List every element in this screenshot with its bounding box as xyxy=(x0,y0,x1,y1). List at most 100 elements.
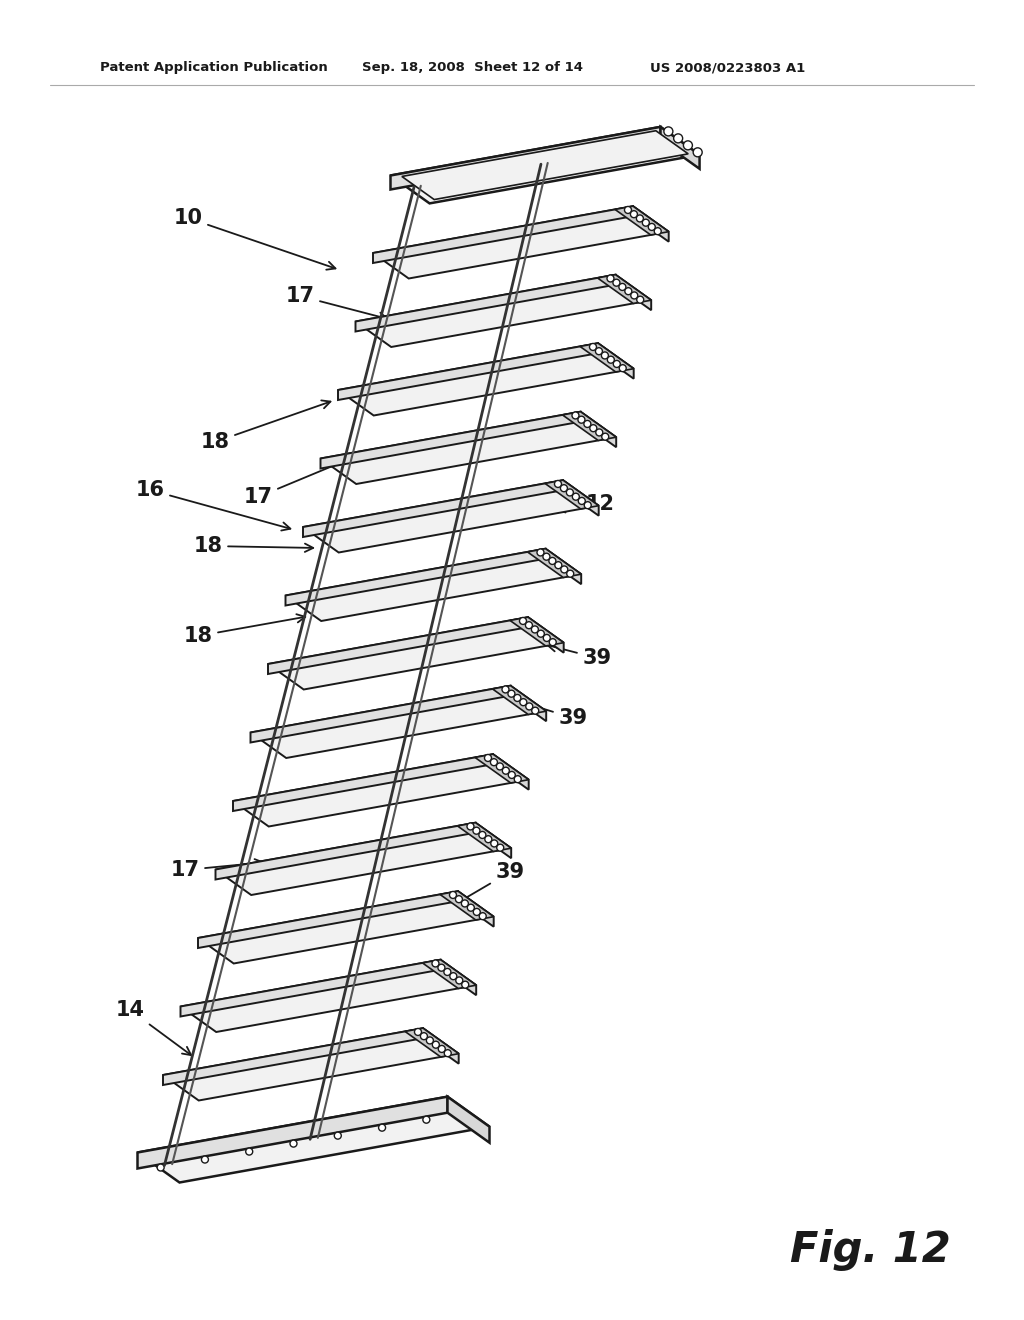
Polygon shape xyxy=(233,754,528,826)
Text: 17: 17 xyxy=(244,461,343,507)
Polygon shape xyxy=(581,412,616,447)
Circle shape xyxy=(613,280,620,286)
Polygon shape xyxy=(510,618,563,645)
Text: 17: 17 xyxy=(171,859,263,880)
Circle shape xyxy=(595,347,602,355)
Circle shape xyxy=(607,356,614,363)
Polygon shape xyxy=(598,343,634,379)
Circle shape xyxy=(618,284,626,290)
Circle shape xyxy=(683,141,692,150)
Circle shape xyxy=(484,836,492,842)
Polygon shape xyxy=(401,131,688,199)
Circle shape xyxy=(426,1038,433,1044)
Circle shape xyxy=(596,429,603,436)
Circle shape xyxy=(693,148,702,157)
Circle shape xyxy=(554,480,561,487)
Circle shape xyxy=(674,133,683,143)
Circle shape xyxy=(579,498,586,504)
Polygon shape xyxy=(251,685,546,758)
Text: 12: 12 xyxy=(557,494,614,513)
Circle shape xyxy=(473,908,480,916)
Text: 17: 17 xyxy=(286,286,387,321)
Polygon shape xyxy=(493,685,546,714)
Circle shape xyxy=(525,704,532,710)
Circle shape xyxy=(514,694,521,701)
Circle shape xyxy=(519,618,526,624)
Polygon shape xyxy=(493,754,528,789)
Polygon shape xyxy=(580,343,634,372)
Polygon shape xyxy=(338,343,598,400)
Circle shape xyxy=(421,1032,427,1040)
Polygon shape xyxy=(406,1028,459,1057)
Circle shape xyxy=(462,900,468,907)
Circle shape xyxy=(613,360,621,367)
Polygon shape xyxy=(528,618,563,652)
Circle shape xyxy=(625,288,632,294)
Polygon shape xyxy=(198,891,458,948)
Polygon shape xyxy=(303,480,563,537)
Circle shape xyxy=(497,763,504,770)
Circle shape xyxy=(432,960,439,968)
Circle shape xyxy=(514,776,521,783)
Circle shape xyxy=(157,1164,164,1171)
Circle shape xyxy=(290,1140,297,1147)
Circle shape xyxy=(642,219,649,226)
Text: 16: 16 xyxy=(135,480,291,531)
Circle shape xyxy=(590,343,596,350)
Circle shape xyxy=(578,416,585,424)
Circle shape xyxy=(423,1117,430,1123)
Polygon shape xyxy=(163,1028,423,1085)
Polygon shape xyxy=(423,960,476,989)
Text: 39: 39 xyxy=(548,643,611,668)
Polygon shape xyxy=(390,127,660,190)
Polygon shape xyxy=(615,275,651,310)
Circle shape xyxy=(525,622,532,628)
Circle shape xyxy=(443,969,451,975)
Circle shape xyxy=(572,412,579,418)
Circle shape xyxy=(625,206,632,214)
Circle shape xyxy=(620,364,627,372)
Circle shape xyxy=(438,1045,445,1052)
Circle shape xyxy=(473,828,480,834)
Text: Patent Application Publication: Patent Application Publication xyxy=(100,62,328,74)
Circle shape xyxy=(202,1156,209,1163)
Circle shape xyxy=(432,1041,439,1048)
Polygon shape xyxy=(545,480,599,510)
Polygon shape xyxy=(180,960,476,1032)
Circle shape xyxy=(566,488,573,496)
Polygon shape xyxy=(355,275,651,347)
Circle shape xyxy=(654,227,662,235)
Circle shape xyxy=(379,1125,386,1131)
Circle shape xyxy=(531,708,539,714)
Circle shape xyxy=(508,690,515,697)
Polygon shape xyxy=(615,206,669,235)
Text: 18: 18 xyxy=(201,400,331,451)
Circle shape xyxy=(555,562,562,569)
Text: 18: 18 xyxy=(183,614,305,645)
Polygon shape xyxy=(562,412,616,441)
Circle shape xyxy=(602,433,608,440)
Circle shape xyxy=(503,767,509,775)
Text: 39: 39 xyxy=(432,862,524,917)
Text: 13: 13 xyxy=(598,137,641,165)
Polygon shape xyxy=(546,549,582,585)
Circle shape xyxy=(444,1049,452,1057)
Polygon shape xyxy=(268,618,563,689)
Polygon shape xyxy=(303,480,599,553)
Polygon shape xyxy=(563,480,599,516)
Polygon shape xyxy=(423,1028,459,1064)
Circle shape xyxy=(520,698,526,706)
Polygon shape xyxy=(447,1097,489,1143)
Circle shape xyxy=(561,566,567,573)
Circle shape xyxy=(334,1133,341,1139)
Text: Fig. 12: Fig. 12 xyxy=(790,1229,950,1271)
Polygon shape xyxy=(268,618,528,675)
Circle shape xyxy=(543,553,550,560)
Circle shape xyxy=(585,502,591,508)
Circle shape xyxy=(490,759,498,766)
Circle shape xyxy=(607,275,614,282)
Circle shape xyxy=(664,127,673,136)
Circle shape xyxy=(467,822,474,830)
Polygon shape xyxy=(475,822,511,858)
Polygon shape xyxy=(373,206,669,279)
